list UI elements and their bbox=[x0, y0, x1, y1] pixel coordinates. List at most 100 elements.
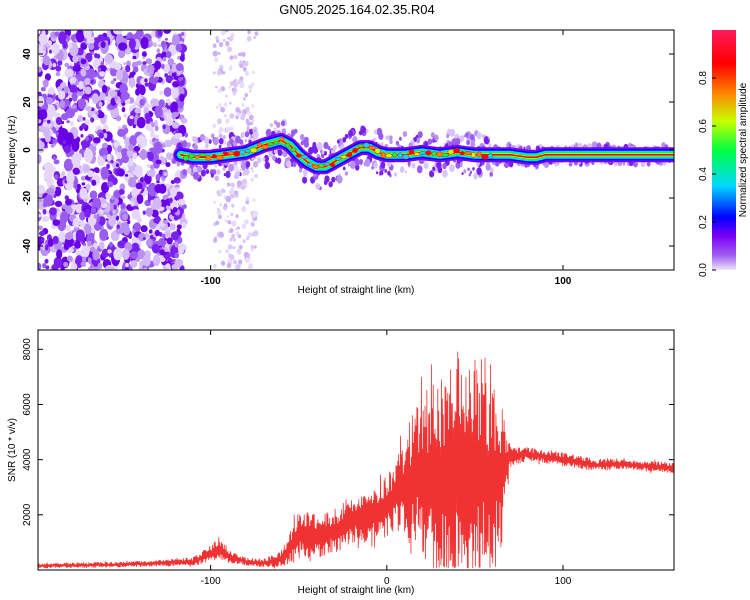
noise-blob bbox=[235, 231, 240, 236]
noise-blob bbox=[62, 139, 67, 145]
noise-blob bbox=[235, 170, 240, 178]
noise-blob bbox=[238, 244, 243, 250]
noise-blob bbox=[132, 33, 140, 41]
ridge-bead bbox=[481, 154, 489, 160]
noise-blob bbox=[171, 72, 177, 77]
snr-series bbox=[38, 351, 674, 569]
noise-blob bbox=[229, 138, 234, 144]
noise-blob bbox=[57, 90, 66, 100]
noise-blob bbox=[214, 57, 219, 63]
noise-blob bbox=[53, 159, 60, 165]
noise-blob bbox=[116, 224, 121, 230]
noise-blob bbox=[60, 265, 65, 270]
noise-blob bbox=[243, 60, 249, 67]
noise-blob bbox=[38, 213, 42, 218]
noise-blob bbox=[470, 133, 475, 141]
noise-blob bbox=[147, 151, 154, 162]
noise-blob bbox=[157, 30, 163, 37]
noise-blob bbox=[64, 225, 71, 232]
noise-blob bbox=[116, 168, 125, 177]
noise-blob bbox=[105, 191, 111, 200]
noise-blob bbox=[149, 167, 156, 178]
noise-blob bbox=[218, 103, 222, 107]
noise-blob bbox=[436, 161, 442, 169]
ridge-bead bbox=[284, 142, 291, 148]
ridge-bead bbox=[402, 153, 410, 160]
noise-blob bbox=[92, 249, 100, 261]
noise-blob bbox=[80, 58, 87, 65]
noise-blob bbox=[88, 266, 94, 270]
noise-blob bbox=[240, 52, 244, 57]
noise-blob bbox=[64, 62, 70, 68]
noise-blob bbox=[135, 88, 141, 96]
noise-blob bbox=[186, 167, 192, 174]
noise-blob bbox=[152, 197, 162, 211]
noise-blob bbox=[423, 164, 427, 169]
noise-blob bbox=[98, 101, 103, 108]
noise-blob bbox=[137, 249, 146, 260]
noise-blob bbox=[342, 166, 346, 171]
noise-blob bbox=[80, 134, 84, 138]
noise-blob bbox=[248, 263, 254, 270]
noise-blob bbox=[167, 58, 175, 66]
noise-blob bbox=[90, 207, 97, 214]
noise-blob bbox=[385, 135, 389, 140]
noise-blob bbox=[72, 217, 80, 228]
noise-blob bbox=[123, 113, 128, 118]
noise-blob bbox=[232, 245, 236, 250]
noise-blob bbox=[175, 63, 184, 72]
noise-blob bbox=[138, 265, 143, 270]
noise-blob bbox=[225, 41, 230, 47]
noise-blob bbox=[247, 30, 251, 35]
noise-blob bbox=[165, 75, 174, 84]
noise-blob bbox=[128, 179, 137, 188]
noise-blob bbox=[215, 85, 218, 89]
noise-blob bbox=[476, 167, 482, 175]
noise-blob bbox=[57, 86, 62, 92]
y-tick-label: -40 bbox=[22, 238, 33, 253]
noise-blob bbox=[170, 85, 179, 99]
noise-blob bbox=[302, 169, 308, 177]
noise-blob bbox=[58, 231, 66, 243]
noise-blob bbox=[95, 111, 99, 115]
noise-blob bbox=[170, 231, 180, 241]
noise-blob bbox=[330, 149, 335, 154]
noise-blob bbox=[68, 41, 73, 49]
noise-blob bbox=[212, 123, 216, 128]
noise-blob bbox=[109, 210, 114, 216]
noise-blob bbox=[171, 63, 178, 73]
noise-blob bbox=[225, 118, 230, 124]
noise-blob bbox=[290, 134, 294, 138]
noise-blob bbox=[38, 66, 42, 73]
noise-blob bbox=[365, 128, 369, 133]
noise-blob bbox=[216, 209, 222, 216]
noise-blob bbox=[225, 170, 231, 179]
noise-blob bbox=[76, 183, 82, 189]
noise-blob bbox=[59, 99, 66, 109]
snr-panel: -100 0 100 2000 4000 6000 8000 Height of stra… bbox=[7, 329, 675, 596]
noise-blob bbox=[601, 144, 604, 148]
noise-blob bbox=[135, 114, 139, 118]
noise-blob bbox=[236, 112, 241, 117]
noise-blob bbox=[79, 187, 88, 200]
noise-blob bbox=[384, 169, 387, 173]
noise-blob bbox=[235, 264, 241, 270]
noise-blob bbox=[174, 241, 179, 248]
noise-blob bbox=[427, 138, 433, 145]
noise-blob bbox=[226, 262, 232, 269]
noise-blob bbox=[113, 204, 117, 210]
noise-blob bbox=[250, 177, 254, 182]
noise-blob bbox=[332, 144, 337, 151]
noise-blob bbox=[144, 78, 148, 83]
noise-blob bbox=[91, 93, 99, 104]
ridge-bead bbox=[324, 162, 330, 167]
noise-blob bbox=[219, 133, 223, 138]
noise-blob bbox=[417, 131, 423, 139]
noise-blob bbox=[38, 198, 42, 202]
noise-blob bbox=[304, 136, 309, 143]
noise-blob bbox=[263, 154, 270, 163]
noise-blob bbox=[411, 162, 416, 169]
noise-blob bbox=[248, 84, 253, 90]
noise-blob bbox=[192, 136, 196, 141]
